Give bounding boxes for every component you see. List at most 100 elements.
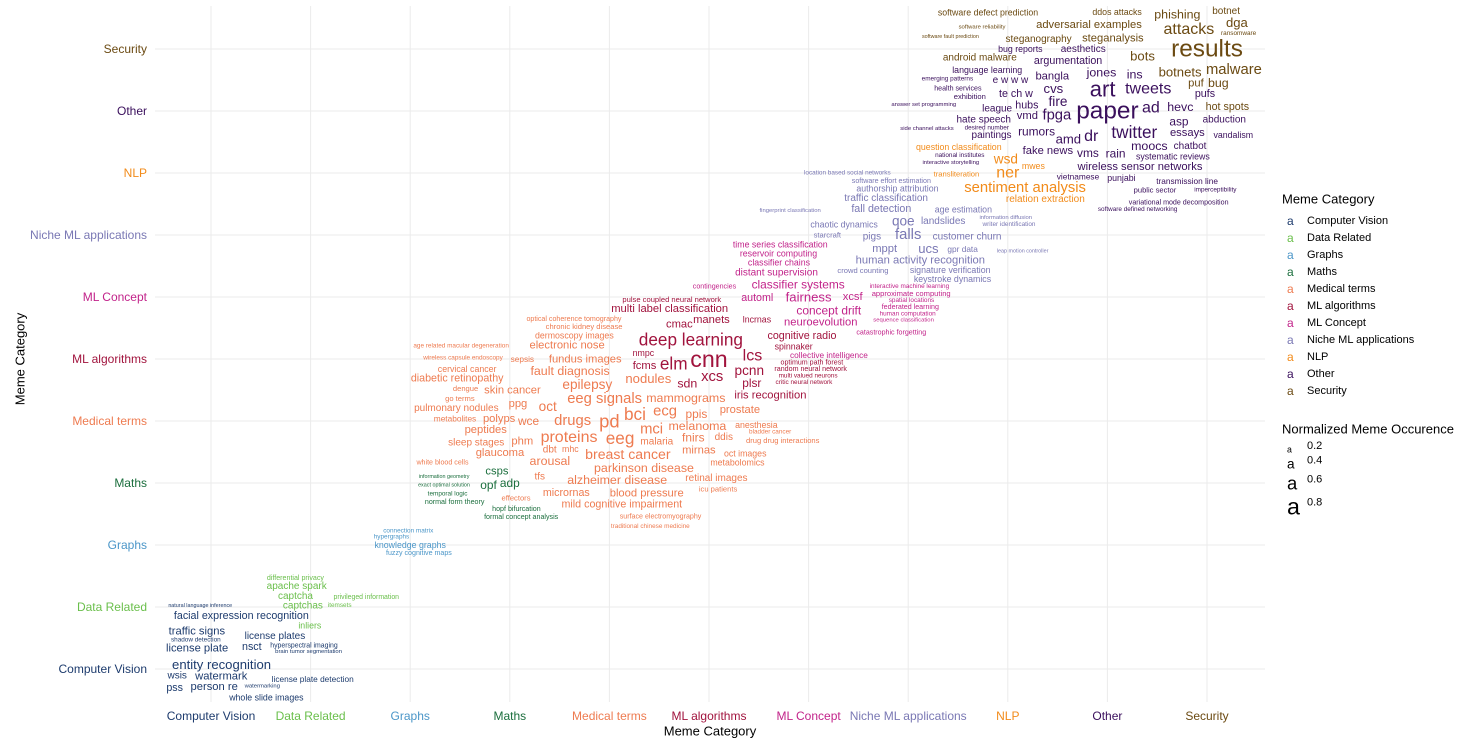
word: connection matrix xyxy=(383,527,434,534)
word: pigs xyxy=(863,232,881,243)
word: rain xyxy=(1106,147,1126,161)
word: nodules xyxy=(625,371,671,386)
word: age estimation xyxy=(935,204,992,214)
word: variational mode decomposition xyxy=(1129,198,1229,206)
size-legend-key: a xyxy=(1287,444,1292,454)
word: micrornas xyxy=(543,487,590,499)
word: bug xyxy=(1208,76,1229,90)
word: rumors xyxy=(1018,124,1055,138)
word: deep learning xyxy=(639,330,743,350)
word: falls xyxy=(895,227,921,243)
word: punjabi xyxy=(1107,173,1135,183)
word: ppg xyxy=(509,398,528,410)
word: whole slide images xyxy=(228,692,304,702)
word: mammograms xyxy=(646,391,725,405)
word: fpga xyxy=(1042,107,1072,123)
word: transmission line xyxy=(1156,176,1218,186)
word: icu patients xyxy=(699,485,738,494)
word: abduction xyxy=(1203,114,1246,125)
word: public sector xyxy=(1134,186,1177,195)
word: oct images xyxy=(724,449,767,459)
word: vandalism xyxy=(1213,130,1253,140)
legend-key: a xyxy=(1287,367,1294,381)
word: android malware xyxy=(943,52,1017,63)
legend-label: ML Concept xyxy=(1307,317,1366,329)
x-tick-label: Data Related xyxy=(276,709,346,723)
legend-key: a xyxy=(1287,282,1294,296)
word: federated learning xyxy=(882,303,939,311)
word: drug drug interactions xyxy=(746,436,820,445)
word: go terms xyxy=(445,394,475,403)
word: xcsf xyxy=(843,291,864,303)
word: hopf bifurcation xyxy=(492,505,541,513)
word: peptides xyxy=(465,424,508,436)
word: leap motion controller xyxy=(997,249,1049,255)
word: license plate xyxy=(166,642,228,654)
word: blood pressure xyxy=(610,487,684,499)
legend-key: a xyxy=(1287,316,1294,330)
word: puf xyxy=(1188,77,1204,89)
word: bladder cancer xyxy=(749,429,792,436)
word: results xyxy=(1171,36,1243,63)
word: watermarking xyxy=(244,683,280,689)
word: relation extraction xyxy=(1006,194,1085,205)
word: metabolites xyxy=(434,414,476,424)
word: bci xyxy=(624,404,646,424)
word: software fault prediction xyxy=(922,34,979,40)
word: drugs xyxy=(554,413,591,429)
size-legend-label: 0.8 xyxy=(1307,496,1322,508)
word: wsd xyxy=(993,151,1018,166)
word: hyperspectral imaging xyxy=(270,642,338,649)
word: imperceptibility xyxy=(1194,187,1237,194)
word: spinnaker xyxy=(775,342,813,352)
word: dbt xyxy=(543,444,557,455)
word: nsct xyxy=(242,641,262,653)
word: effectors xyxy=(502,493,531,502)
word: multi valued neurons xyxy=(779,372,838,379)
word: exact optimal solution xyxy=(418,483,470,489)
x-tick-label: Other xyxy=(1092,709,1122,723)
y-tick-label: Computer Vision xyxy=(59,662,148,676)
word: paper xyxy=(1076,98,1138,125)
word: ddis xyxy=(715,432,733,443)
word: catastrophic forgetting xyxy=(856,328,926,336)
word: sleep stages xyxy=(448,438,504,449)
word: qoe xyxy=(892,214,915,229)
word: jones xyxy=(1086,65,1117,79)
word: itemsets xyxy=(328,602,352,609)
word: transliteration xyxy=(934,169,980,178)
word: pd xyxy=(599,411,619,432)
word: iris recognition xyxy=(734,390,806,402)
size-legend-label: 0.6 xyxy=(1307,473,1322,485)
word: melanoma xyxy=(668,419,726,433)
legend-label: NLP xyxy=(1307,351,1328,363)
word: e w w w xyxy=(993,75,1029,86)
word: white blood cells xyxy=(415,458,469,466)
word: eeg signals xyxy=(567,391,642,407)
word: xcs xyxy=(701,369,723,385)
word: aesthetics xyxy=(1061,44,1106,55)
word: knowledge graphs xyxy=(374,540,446,550)
word: sentiment analysis xyxy=(964,180,1086,196)
word: captcha xyxy=(278,591,313,602)
grid xyxy=(155,6,1265,702)
word: shadow detection xyxy=(171,636,221,643)
word: spatial locations xyxy=(889,297,934,304)
word: starcraft xyxy=(814,230,842,239)
y-tick-label: ML algorithms xyxy=(72,352,147,366)
word: question classification xyxy=(916,142,1002,152)
word: human activity recognition xyxy=(856,254,985,266)
word: vms xyxy=(1077,146,1099,160)
word: malware xyxy=(1206,62,1262,78)
x-axis-title: Meme Category xyxy=(664,724,757,739)
word: software effort estimation xyxy=(852,177,931,185)
word: ner xyxy=(996,165,1020,182)
word: breast cancer xyxy=(585,446,671,462)
word: brain tumor segmentation xyxy=(275,649,342,655)
word: exhibition xyxy=(954,92,986,101)
legend-label: Other xyxy=(1307,368,1335,380)
word: oct xyxy=(539,399,557,414)
word: chaotic dynamics xyxy=(810,220,878,230)
word: nmpc xyxy=(633,348,655,358)
